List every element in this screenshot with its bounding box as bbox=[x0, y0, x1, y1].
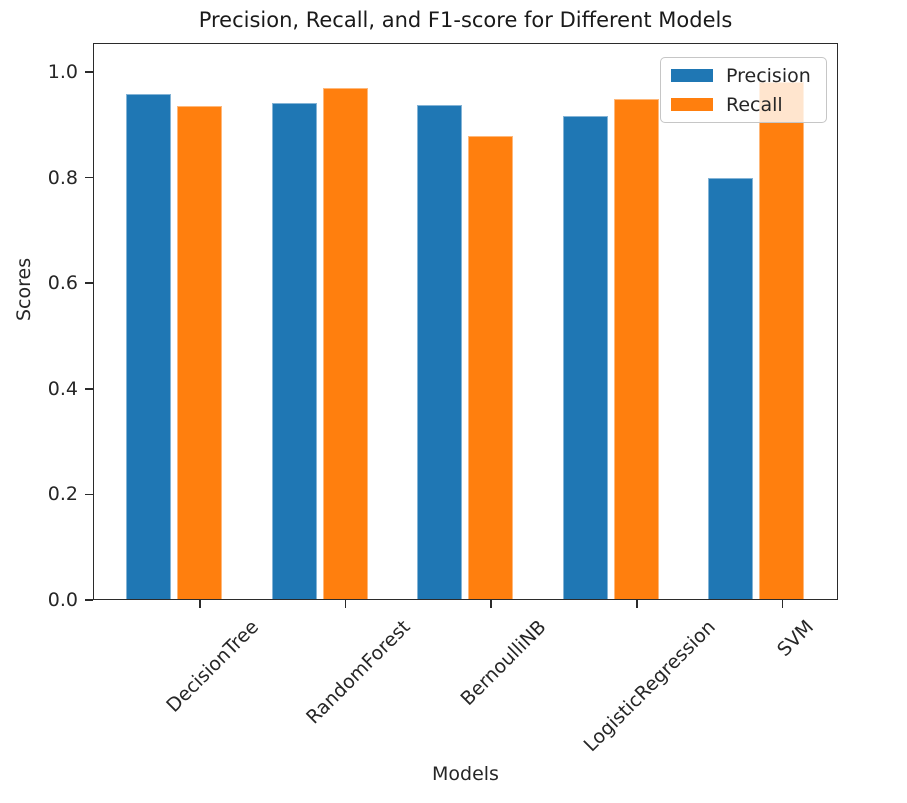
legend-swatch-precision bbox=[671, 69, 713, 82]
y-tick-label: 0.4 bbox=[47, 377, 78, 400]
legend: Precision Recall bbox=[660, 57, 827, 123]
bar-precision-DecisionTree bbox=[126, 94, 171, 600]
y-tick-label: 0.8 bbox=[47, 166, 78, 189]
bar-recall-RandomForest bbox=[322, 88, 368, 600]
bar-precision-LogisticRegression bbox=[562, 115, 608, 600]
y-tick-label: 1.0 bbox=[47, 61, 78, 83]
y-tick-mark bbox=[85, 493, 93, 496]
x-tick-label-logisticregression: LogisticRegression bbox=[579, 616, 720, 757]
y-tick-mark bbox=[85, 282, 93, 284]
legend-label: Precision bbox=[726, 64, 811, 87]
bar-precision-SVM bbox=[708, 177, 754, 600]
bar-precision-BernoulliNB bbox=[417, 104, 463, 600]
x-tick-label-randomforest: RandomForest bbox=[302, 616, 415, 729]
y-tick-mark bbox=[85, 599, 93, 601]
bar-precision-RandomForest bbox=[271, 103, 317, 600]
x-tick-mark bbox=[781, 600, 784, 608]
y-tick-label: 0.0 bbox=[47, 589, 78, 611]
legend-entry-precision: Precision bbox=[661, 64, 826, 88]
y-tick-label: 0.6 bbox=[47, 272, 78, 295]
x-tick-label-bernoullinb: BernoulliNB bbox=[456, 616, 552, 711]
bar-recall-SVM bbox=[759, 82, 805, 600]
x-tick-mark bbox=[199, 600, 201, 608]
legend-entry-recall: Recall bbox=[661, 93, 826, 117]
chart-title: Precision, Recall, and F1-score for Diff… bbox=[198, 8, 733, 32]
bar-recall-BernoulliNB bbox=[468, 135, 514, 600]
x-tick-mark bbox=[490, 600, 492, 608]
y-tick-mark bbox=[85, 71, 93, 73]
y-tick-mark bbox=[85, 176, 93, 179]
x-tick-mark bbox=[344, 600, 347, 608]
x-tick-label-svm: SVM bbox=[773, 616, 818, 661]
y-tick-label: 0.2 bbox=[47, 483, 78, 506]
y-tick-mark bbox=[85, 388, 93, 390]
x-axis-label: Models bbox=[432, 763, 499, 785]
x-tick-mark bbox=[636, 600, 638, 608]
bar-recall-DecisionTree bbox=[177, 105, 222, 600]
x-tick-label-decisiontree: DecisionTree bbox=[162, 616, 264, 717]
legend-swatch-recall bbox=[671, 98, 713, 111]
legend-label: Recall bbox=[726, 93, 783, 116]
bar-recall-LogisticRegression bbox=[613, 98, 659, 600]
